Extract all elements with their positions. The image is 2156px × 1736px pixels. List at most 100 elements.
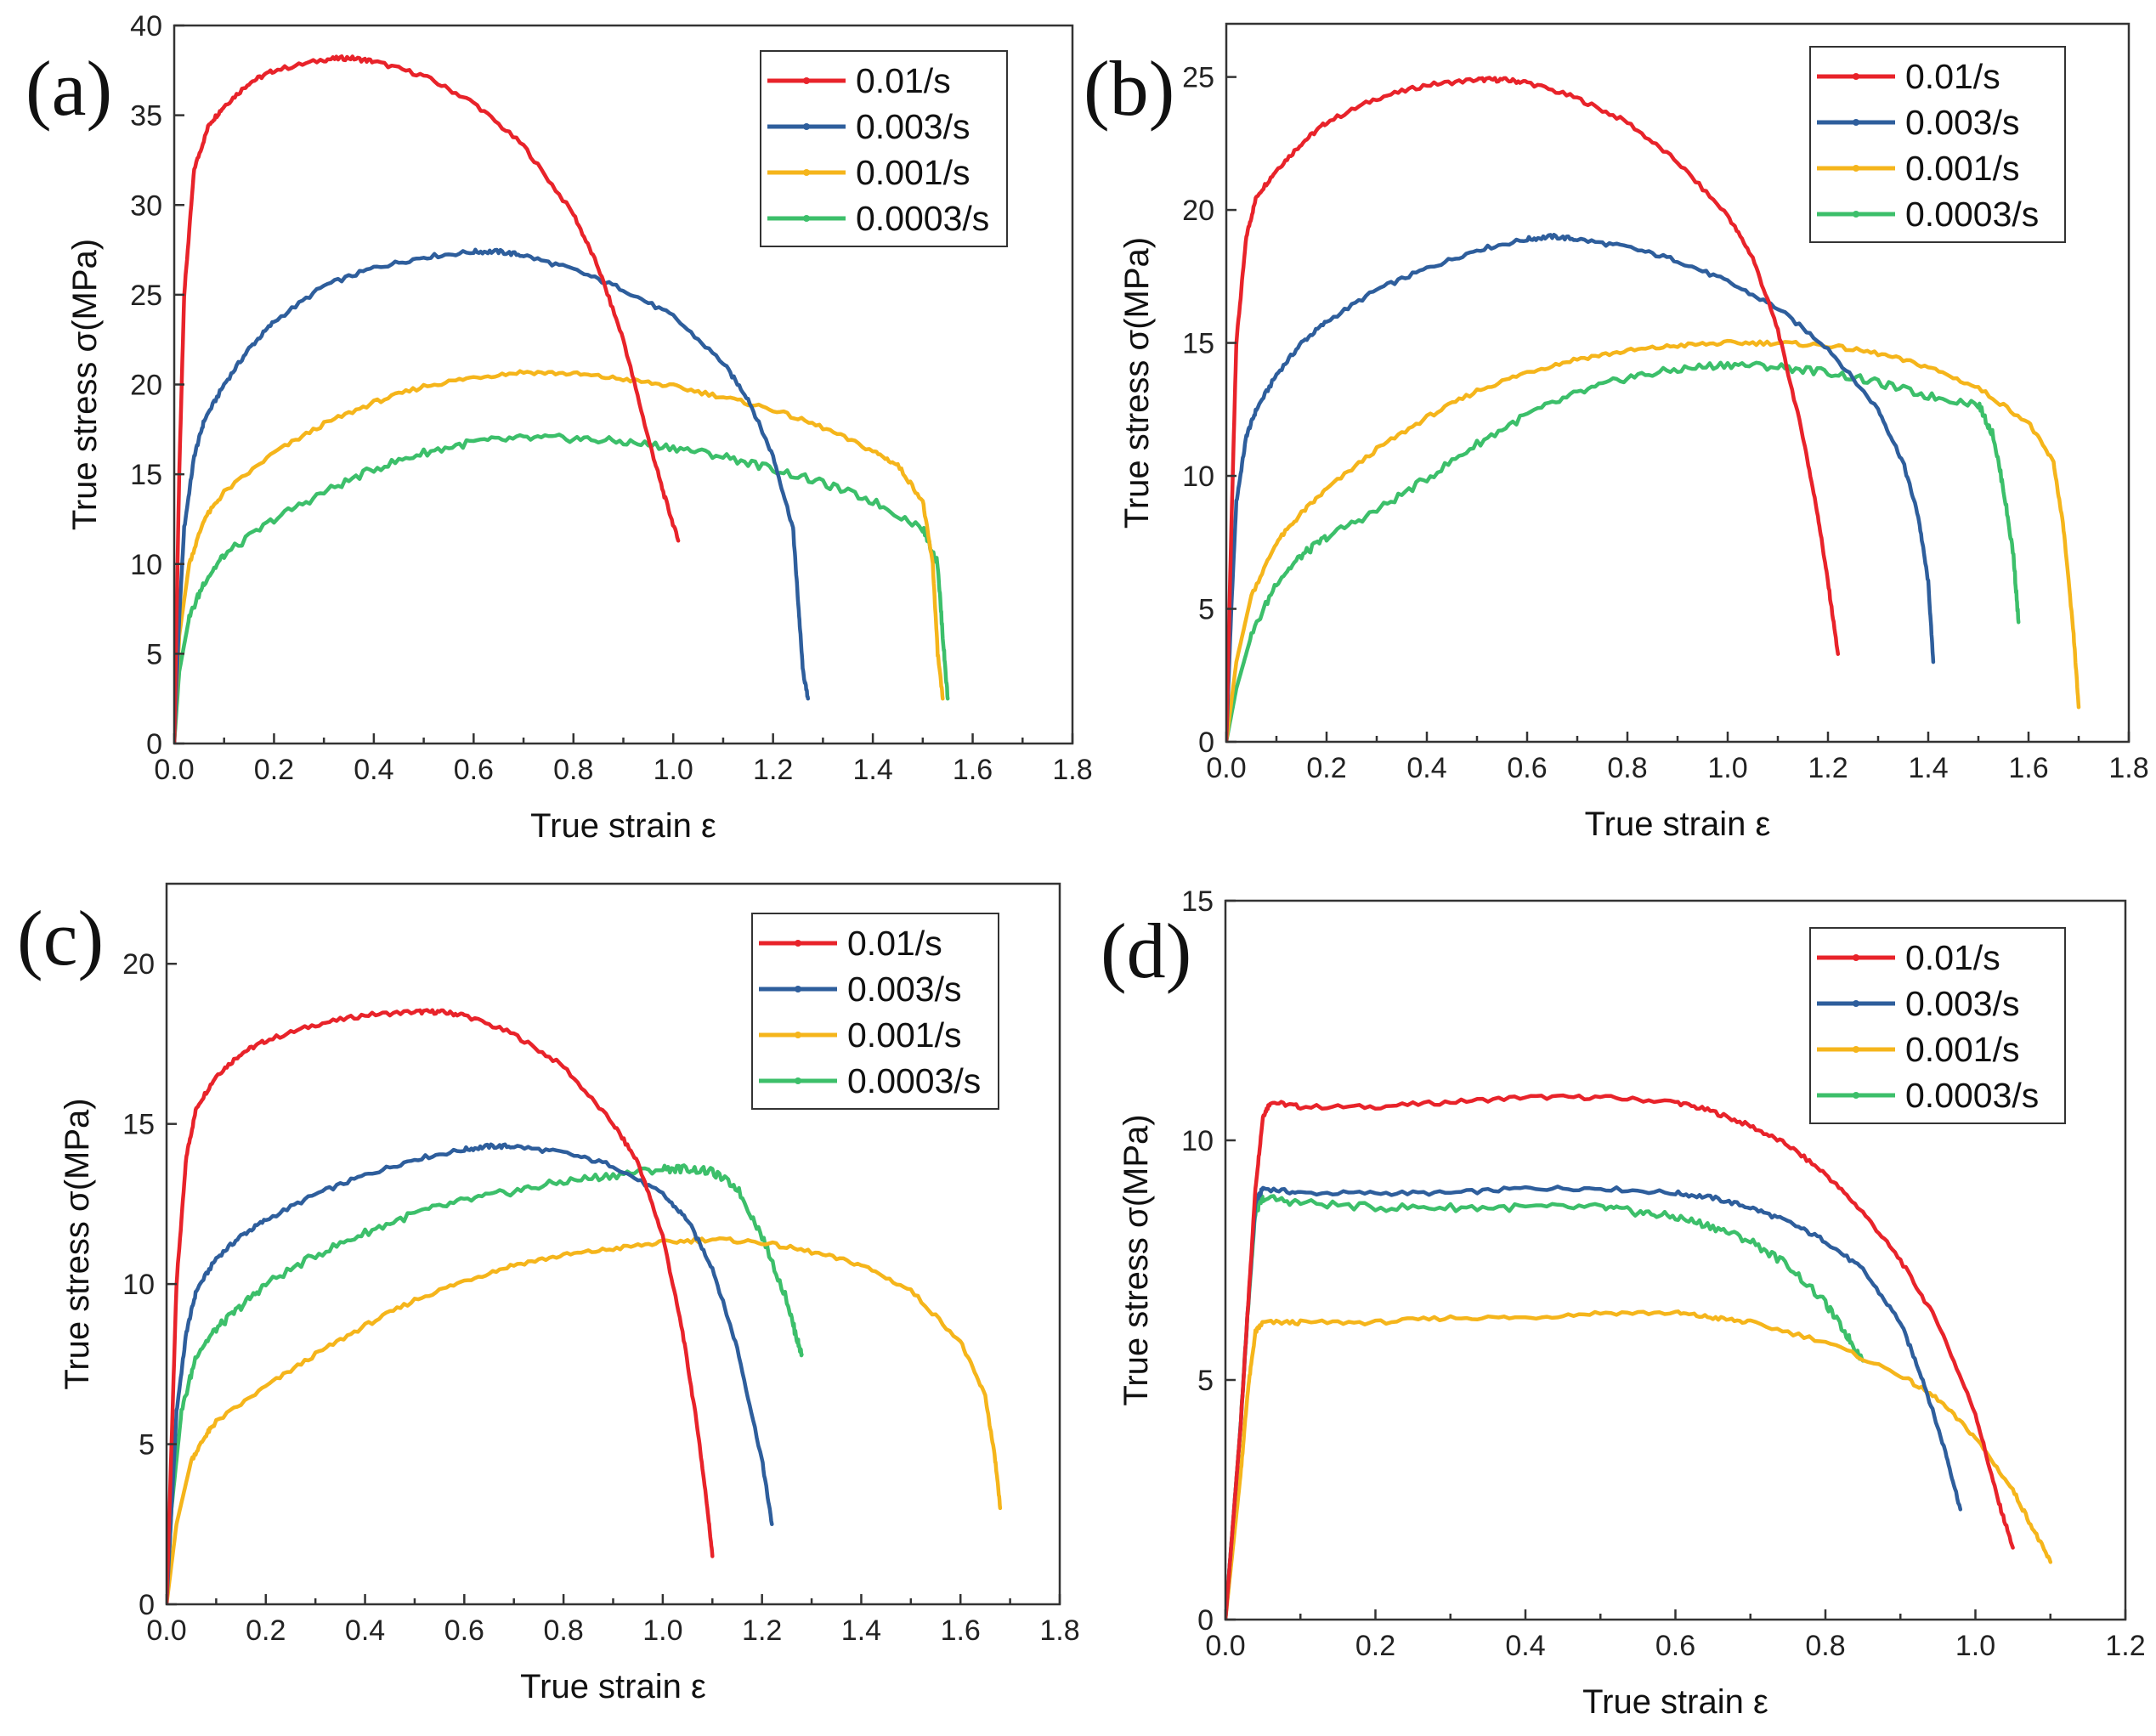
series-line-0.001-per-s	[1226, 338, 2081, 742]
x-tick-label: 1.4	[1908, 752, 1948, 784]
legend-marker	[1853, 73, 1859, 80]
x-tick-label: 1.6	[941, 1614, 981, 1647]
legend-marker	[795, 940, 801, 947]
series-line-0.0003-per-s	[167, 1163, 804, 1604]
legend-label: 0.003/s	[1905, 103, 2020, 142]
x-tick-label: 1.0	[642, 1614, 682, 1647]
x-tick-label: 0.8	[1805, 1630, 1845, 1662]
x-tick-label: 1.6	[953, 754, 993, 786]
y-tick-label: 20	[122, 948, 155, 981]
y-tick-label: 0	[139, 1589, 155, 1621]
x-axis-title: True strain ε	[1582, 1683, 1768, 1721]
legend-box	[760, 50, 1008, 247]
legend-marker	[1853, 954, 1859, 961]
x-tick-label: 1.4	[841, 1614, 881, 1647]
y-tick-label: 30	[130, 189, 162, 222]
panel-c: (c) 0.0 0.2 0.4 0.6 0.8 1.0 1.2 1.4 1.6 1.8 0 5 10 15 2…	[17, 882, 1080, 1705]
y-tick-label: 25	[130, 280, 162, 312]
legend-marker	[1853, 1092, 1859, 1099]
y-tick-label: 20	[130, 370, 162, 402]
series-line-0.01-per-s	[1226, 76, 1841, 742]
x-tick-label: 1.6	[2008, 752, 2048, 784]
x-tick-label: 0.2	[1355, 1630, 1395, 1662]
x-tick-label: 0.4	[1406, 752, 1446, 784]
x-tick-label: 1.4	[852, 754, 892, 786]
x-tick-label: 1.2	[753, 754, 793, 786]
series-group	[167, 1008, 1003, 1604]
legend-label: 0.0003/s	[856, 199, 989, 238]
panel-a: (a) 0.0 0.2 0.4 0.6 0.8 1.0 1.2 1.4 1.6 1.8 0 5 10 15 2…	[25, 10, 1093, 845]
y-tick-label: 35	[130, 100, 162, 133]
legend-marker	[795, 1077, 801, 1084]
x-tick-label: 0.4	[1505, 1630, 1545, 1662]
y-tick-label: 15	[122, 1109, 155, 1141]
y-axis-title: True stress σ(MPa)	[59, 1098, 96, 1389]
x-tick-label: 0.0	[154, 754, 194, 786]
y-tick-label: 10	[1181, 1125, 1214, 1157]
y-axis-title: True stress σ(MPa)	[66, 239, 104, 530]
legend: 0.01/s 0.003/s 0.001/s 0.0003/s	[1809, 927, 2066, 1124]
x-tick-label: 0.6	[1507, 752, 1547, 784]
legend-label: 0.003/s	[1905, 984, 2020, 1023]
panel-label: (b)	[1084, 45, 1174, 132]
series-line-0.001-per-s	[167, 1236, 1003, 1604]
y-tick-label: 0	[146, 728, 162, 761]
x-tick-label: 0.2	[246, 1614, 286, 1647]
series-line-0.0003-per-s	[1226, 360, 2021, 742]
legend-label: 0.001/s	[856, 153, 970, 192]
legend-label: 0.003/s	[856, 107, 970, 146]
series-line-0.01-per-s	[174, 54, 681, 744]
legend-marker	[803, 169, 810, 176]
x-tick-label: 0.6	[444, 1614, 484, 1647]
legend-marker	[795, 986, 801, 992]
legend-box	[1809, 46, 2066, 243]
y-tick-label: 25	[1182, 62, 1214, 94]
x-tick-label: 0.0	[1205, 1630, 1245, 1662]
x-tick-label: 1.2	[2105, 1630, 2145, 1662]
legend: 0.01/s 0.003/s 0.001/s 0.0003/s	[1809, 46, 2066, 243]
y-tick-label: 15	[1181, 885, 1214, 918]
x-axis-title: True strain ε	[1585, 806, 1771, 843]
series-line-0.003-per-s	[167, 1142, 774, 1604]
series-line-0.003-per-s	[1225, 1185, 1963, 1620]
series-line-0.0003-per-s	[174, 433, 950, 744]
legend-box	[1809, 927, 2066, 1124]
x-tick-label: 1.0	[1707, 752, 1747, 784]
series-group	[1226, 76, 2081, 742]
y-axis-title: True stress σ(MPa)	[1118, 237, 1156, 529]
y-axis-title: True stress σ(MPa)	[1118, 1114, 1155, 1405]
legend-label: 0.0003/s	[1905, 195, 2039, 234]
series-line-0.003-per-s	[174, 247, 811, 744]
legend-marker	[803, 123, 810, 130]
y-tick-label: 5	[1197, 1365, 1214, 1397]
legend-marker	[803, 77, 810, 84]
legend-marker	[1853, 1000, 1859, 1007]
legend-label: 0.001/s	[1905, 1030, 2020, 1069]
x-tick-label: 0.4	[354, 754, 393, 786]
series-line-0.001-per-s	[174, 369, 945, 744]
legend-marker	[795, 1032, 801, 1038]
x-tick-label: 0.8	[553, 754, 593, 786]
legend-marker	[1853, 1046, 1859, 1053]
series-line-0.003-per-s	[1226, 232, 1936, 742]
series-line-0.01-per-s	[1225, 1093, 2015, 1620]
y-tick-label: 10	[1182, 461, 1214, 493]
legend-marker	[1853, 165, 1859, 172]
y-tick-label: 10	[122, 1269, 155, 1301]
x-tick-label: 0.0	[146, 1614, 186, 1647]
legend-label: 0.0003/s	[847, 1061, 981, 1100]
panel-label: (a)	[25, 45, 112, 132]
x-tick-label: 1.2	[1808, 752, 1848, 784]
series-line-0.01-per-s	[167, 1008, 715, 1604]
y-tick-label: 20	[1182, 195, 1214, 227]
y-tick-label: 40	[130, 10, 162, 42]
x-tick-label: 1.2	[742, 1614, 782, 1647]
x-tick-label: 1.8	[1039, 1614, 1079, 1647]
x-tick-label: 0.2	[1306, 752, 1346, 784]
y-tick-label: 5	[139, 1429, 155, 1462]
legend: 0.01/s 0.003/s 0.001/s 0.0003/s	[760, 50, 1008, 247]
x-tick-label: 0.0	[1206, 752, 1246, 784]
series-line-0.0003-per-s	[1225, 1194, 1865, 1620]
y-tick-label: 15	[1182, 328, 1214, 360]
